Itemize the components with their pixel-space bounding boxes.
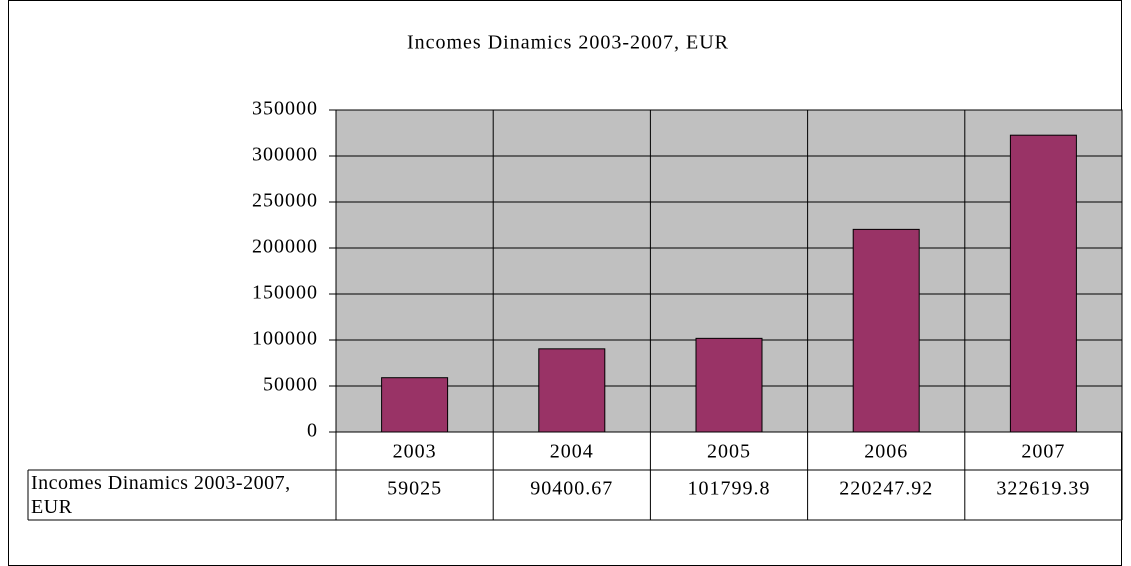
y-tick-label: 100000 (252, 328, 318, 350)
series-name-cell: Incomes Dinamics 2003-2007, EUR (31, 472, 291, 518)
table-value: 90400.67 (530, 478, 613, 500)
bar (695, 337, 763, 433)
y-tick-label: 0 (307, 420, 318, 442)
bar (381, 377, 449, 433)
x-tick-label: 2003 (393, 441, 437, 463)
table-value: 322619.39 (996, 478, 1090, 500)
x-tick-label: 2005 (707, 441, 751, 463)
y-tick-label: 300000 (252, 144, 318, 166)
bar (852, 228, 920, 433)
table-value: 220247.92 (839, 478, 933, 500)
series-name: Incomes Dinamics 2003-2007, EUR (31, 472, 291, 518)
y-tick-label: 200000 (252, 236, 318, 258)
chart-title: Incomes Dinamics 2003-2007, EUR (407, 32, 729, 54)
x-tick-label: 2007 (1021, 441, 1065, 463)
x-tick-label: 2004 (550, 441, 594, 463)
y-tick-label: 150000 (252, 282, 318, 304)
bar (1009, 134, 1077, 433)
y-tick-label: 250000 (252, 190, 318, 212)
table-value: 101799.8 (688, 478, 771, 500)
y-tick-label: 50000 (263, 374, 318, 396)
table-value: 59025 (387, 478, 442, 500)
x-tick-label: 2006 (864, 441, 908, 463)
bar (538, 348, 606, 433)
y-tick-label: 350000 (252, 98, 318, 120)
